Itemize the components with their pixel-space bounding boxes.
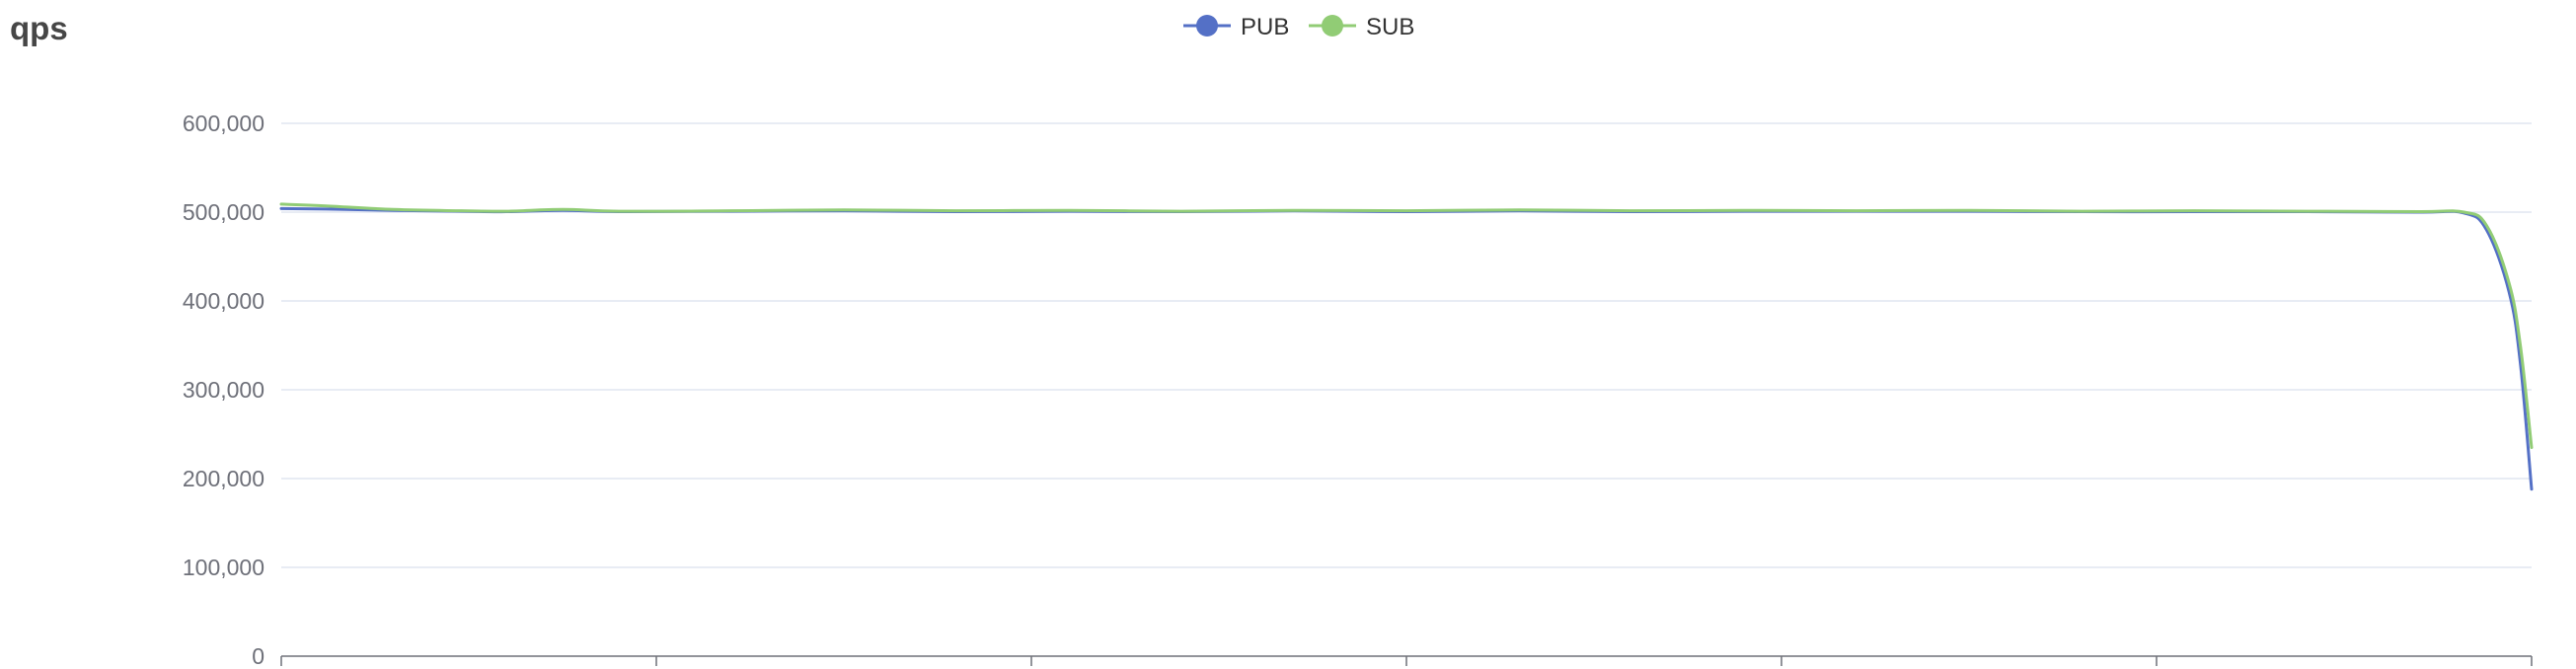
y-tick-label: 400,000 — [183, 288, 265, 314]
y-tick-label: 600,000 — [183, 111, 265, 136]
y-tick-label: 300,000 — [183, 377, 265, 403]
y-tick-label: 100,000 — [183, 555, 265, 580]
legend-label-pub: PUB — [1241, 14, 1289, 40]
y-tick-label: 0 — [252, 643, 265, 669]
legend-marker-pub — [1196, 15, 1218, 37]
y-tick-label: 500,000 — [183, 199, 265, 225]
y-tick-label: 200,000 — [183, 466, 265, 491]
legend-marker-sub — [1322, 15, 1343, 37]
series-line-pub — [279, 206, 2534, 491]
chart-title: qps — [10, 10, 68, 46]
series-line-sub — [279, 202, 2534, 449]
legend-label-sub: SUB — [1366, 14, 1414, 40]
